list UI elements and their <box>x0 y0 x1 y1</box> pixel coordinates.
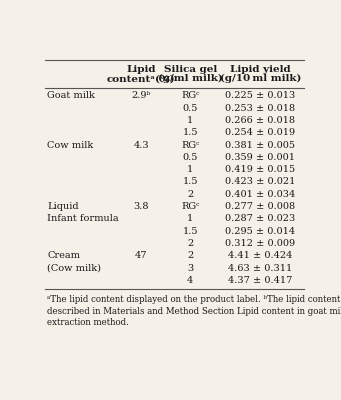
Text: Goat milk: Goat milk <box>47 91 95 100</box>
Text: 0.401 ± 0.034: 0.401 ± 0.034 <box>225 190 295 199</box>
Text: 0.266 ± 0.018: 0.266 ± 0.018 <box>225 116 295 125</box>
Text: 1: 1 <box>187 116 193 125</box>
Text: 0.225 ± 0.013: 0.225 ± 0.013 <box>225 91 295 100</box>
Text: 0.359 ± 0.001: 0.359 ± 0.001 <box>225 153 295 162</box>
Text: 1: 1 <box>187 165 193 174</box>
Text: 0.287 ± 0.023: 0.287 ± 0.023 <box>225 214 295 224</box>
Text: 0.295 ± 0.014: 0.295 ± 0.014 <box>225 227 295 236</box>
Text: 1.5: 1.5 <box>182 178 198 186</box>
Text: (g/ml milk): (g/ml milk) <box>158 74 223 83</box>
Text: Lipid: Lipid <box>127 65 156 74</box>
Text: 47: 47 <box>135 252 147 260</box>
Text: 4.41 ± 0.424: 4.41 ± 0.424 <box>228 252 293 260</box>
Text: 0.419 ± 0.015: 0.419 ± 0.015 <box>225 165 295 174</box>
Text: Silica gel: Silica gel <box>164 65 217 74</box>
Text: Infant formula: Infant formula <box>47 214 119 224</box>
Text: 2: 2 <box>187 252 193 260</box>
Text: RGᶜ: RGᶜ <box>181 140 199 150</box>
Text: 4.63 ± 0.311: 4.63 ± 0.311 <box>228 264 292 273</box>
Text: RGᶜ: RGᶜ <box>181 91 199 100</box>
Text: Cream: Cream <box>47 252 80 260</box>
Text: Lipid yield: Lipid yield <box>230 65 291 74</box>
Text: 0.5: 0.5 <box>183 153 198 162</box>
Text: 2: 2 <box>187 239 193 248</box>
Text: 0.254 ± 0.019: 0.254 ± 0.019 <box>225 128 295 137</box>
Text: Cow milk: Cow milk <box>47 140 94 150</box>
Text: 3.8: 3.8 <box>133 202 149 211</box>
Text: 4: 4 <box>187 276 193 285</box>
Text: (Cow milk): (Cow milk) <box>47 264 101 273</box>
Text: 2.9ᵇ: 2.9ᵇ <box>131 91 151 100</box>
Text: 0.253 ± 0.018: 0.253 ± 0.018 <box>225 104 295 112</box>
Text: 1.5: 1.5 <box>182 128 198 137</box>
Text: (g/10 ml milk): (g/10 ml milk) <box>220 74 301 83</box>
Text: ᵃThe lipid content displayed on the product label. ᵇThe lipid content was determ: ᵃThe lipid content displayed on the prod… <box>47 295 341 327</box>
Text: 3: 3 <box>187 264 193 273</box>
Text: Liquid: Liquid <box>47 202 79 211</box>
Text: 4.3: 4.3 <box>133 140 149 150</box>
Text: 0.5: 0.5 <box>183 104 198 112</box>
Text: 2: 2 <box>187 190 193 199</box>
Text: 0.277 ± 0.008: 0.277 ± 0.008 <box>225 202 295 211</box>
Text: contentᵃ(%): contentᵃ(%) <box>107 74 175 83</box>
Text: 0.312 ± 0.009: 0.312 ± 0.009 <box>225 239 295 248</box>
Text: 4.37 ± 0.417: 4.37 ± 0.417 <box>228 276 293 285</box>
Text: 1.5: 1.5 <box>182 227 198 236</box>
Text: 0.381 ± 0.005: 0.381 ± 0.005 <box>225 140 295 150</box>
Text: 0.423 ± 0.021: 0.423 ± 0.021 <box>225 178 295 186</box>
Text: RGᶜ: RGᶜ <box>181 202 199 211</box>
Text: 1: 1 <box>187 214 193 224</box>
